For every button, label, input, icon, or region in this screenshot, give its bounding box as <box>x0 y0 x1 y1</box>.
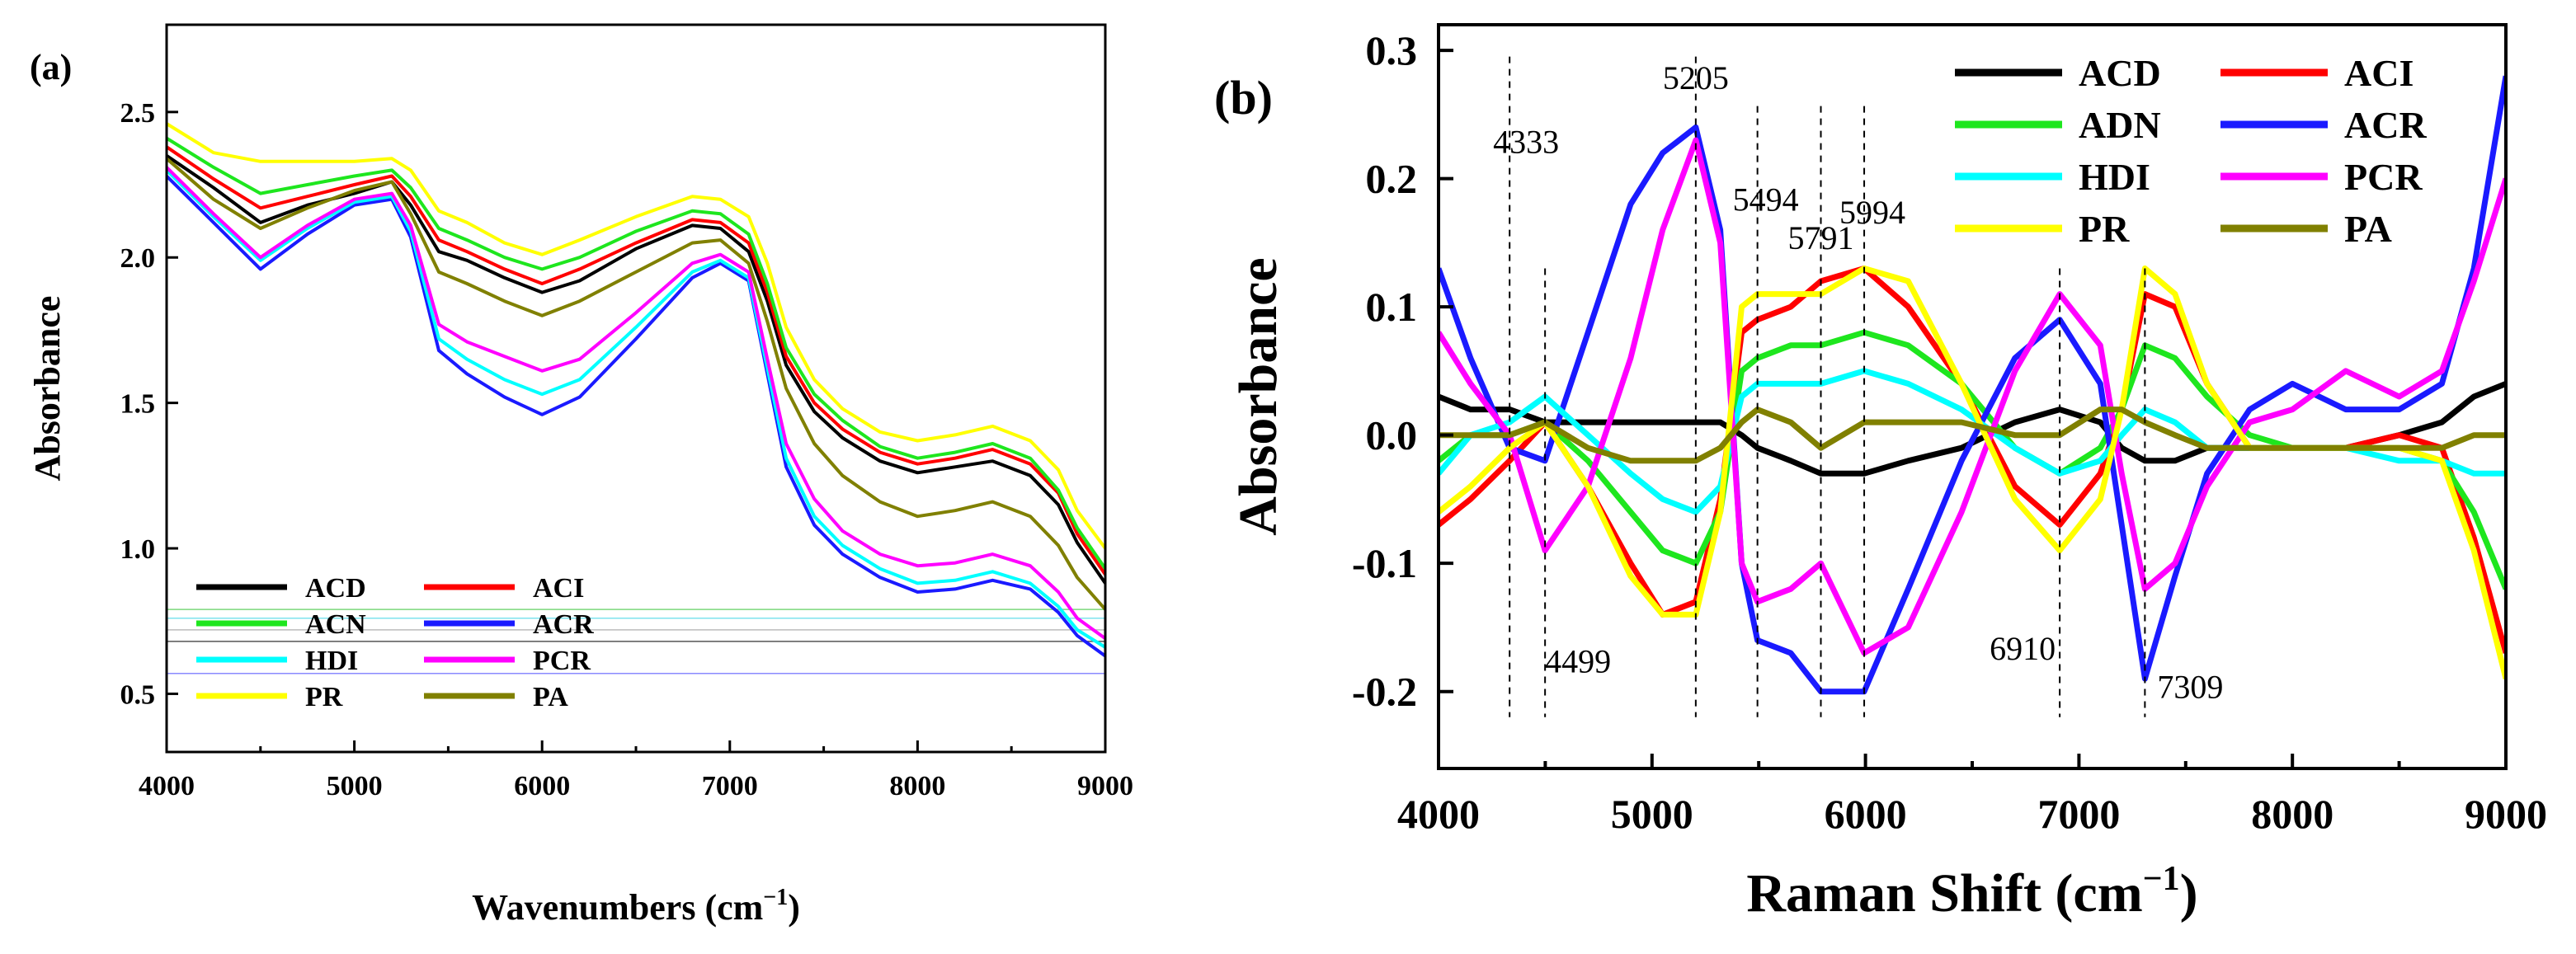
plot-frame <box>167 25 1105 752</box>
legend-label-pcr: PCR <box>533 646 591 676</box>
legend-label-acd: ACD <box>2079 52 2161 94</box>
y-tick-label: 0.0 <box>1366 412 1418 458</box>
legend-label-aci: ACI <box>2344 52 2414 94</box>
series-line-pr <box>167 124 1105 548</box>
series-line-acn <box>167 139 1105 569</box>
x-tick-label: 9000 <box>1077 771 1133 801</box>
y-tick-label: 0.2 <box>1366 156 1418 202</box>
y-tick-label: -0.2 <box>1352 669 1417 715</box>
legend-label-pr: PR <box>2079 208 2130 250</box>
y-tick-label: -0.1 <box>1352 540 1417 586</box>
x-tick-label: 9000 <box>2465 791 2547 837</box>
x-tick-label: 7000 <box>2037 791 2120 837</box>
y-axis-label: Absorbance <box>1228 257 1288 535</box>
y-tick-label: 0.5 <box>120 679 156 710</box>
x-tick-label: 6000 <box>514 771 570 801</box>
series-line-aci <box>167 147 1105 575</box>
annotation-label-5994: 5994 <box>1839 194 1905 231</box>
x-tick-label: 5000 <box>1611 791 1693 837</box>
panel-label: (a) <box>30 47 72 87</box>
legend-label-aci: ACI <box>533 573 584 604</box>
figure: 4000 5000 6000 7000 8000 9000 0.5 1.0 1.5 2.0 2.5 W… <box>0 0 2576 954</box>
annotation-label-5494: 5494 <box>1733 181 1799 219</box>
x-tick-label: 4000 <box>139 771 195 801</box>
x-tick-label: 8000 <box>2251 791 2333 837</box>
x-axis-label: Wavenumbers (cm−1) <box>472 885 800 928</box>
legend: ACD ACI ACN ACR HDI PCR PR PA <box>196 573 594 712</box>
x-tick-label: 5000 <box>327 771 383 801</box>
legend-label-acn: ACN <box>305 609 366 640</box>
legend-label-pa: PA <box>533 682 568 712</box>
panel-a-chart: 4000 5000 6000 7000 8000 9000 0.5 1.0 1.5 2.0 2.5 W… <box>27 25 1133 928</box>
x-tick-label: 6000 <box>1825 791 1907 837</box>
x-tick-label: 7000 <box>702 771 758 801</box>
legend-label-acr: ACR <box>2344 104 2427 146</box>
legend-label-acd: ACD <box>305 573 366 604</box>
annotation-label-5205: 5205 <box>1663 59 1729 96</box>
y-tick-label: 1.5 <box>120 389 156 420</box>
legend-label-hdi: HDI <box>305 646 358 676</box>
legend-label-hdi: HDI <box>2079 156 2150 198</box>
y-tick-label: 1.0 <box>120 534 156 565</box>
series-line-pcr <box>167 167 1105 639</box>
legend: ACD ACI ADN ACR HDI PCR PR PA <box>1955 52 2427 250</box>
y-tick-label: 2.0 <box>120 243 156 274</box>
legend-label-adn: ADN <box>2079 104 2161 146</box>
y-tick-label: 2.5 <box>120 98 156 129</box>
annotation-label-4333: 4333 <box>1493 124 1559 161</box>
annotation-label-7309: 7309 <box>2157 668 2223 705</box>
legend-label-pcr: PCR <box>2344 156 2423 198</box>
legend-label-acr: ACR <box>533 609 594 640</box>
x-axis-label: Raman Shift (cm−1) <box>1746 860 2197 923</box>
series-line-acd <box>167 156 1105 584</box>
legend-label-pr: PR <box>305 682 343 712</box>
annotation-label-6910: 6910 <box>1990 630 2056 667</box>
annotation-label-4499: 4499 <box>1545 642 1611 679</box>
y-axis-label: Absorbance <box>27 296 68 482</box>
x-tick-label: 4000 <box>1397 791 1480 837</box>
y-tick-label: 0.3 <box>1366 27 1418 73</box>
x-tick-label: 8000 <box>889 771 945 801</box>
y-tick-label: 0.1 <box>1366 284 1418 330</box>
legend-label-pa: PA <box>2344 208 2392 250</box>
panel-label: (b) <box>1214 71 1273 125</box>
